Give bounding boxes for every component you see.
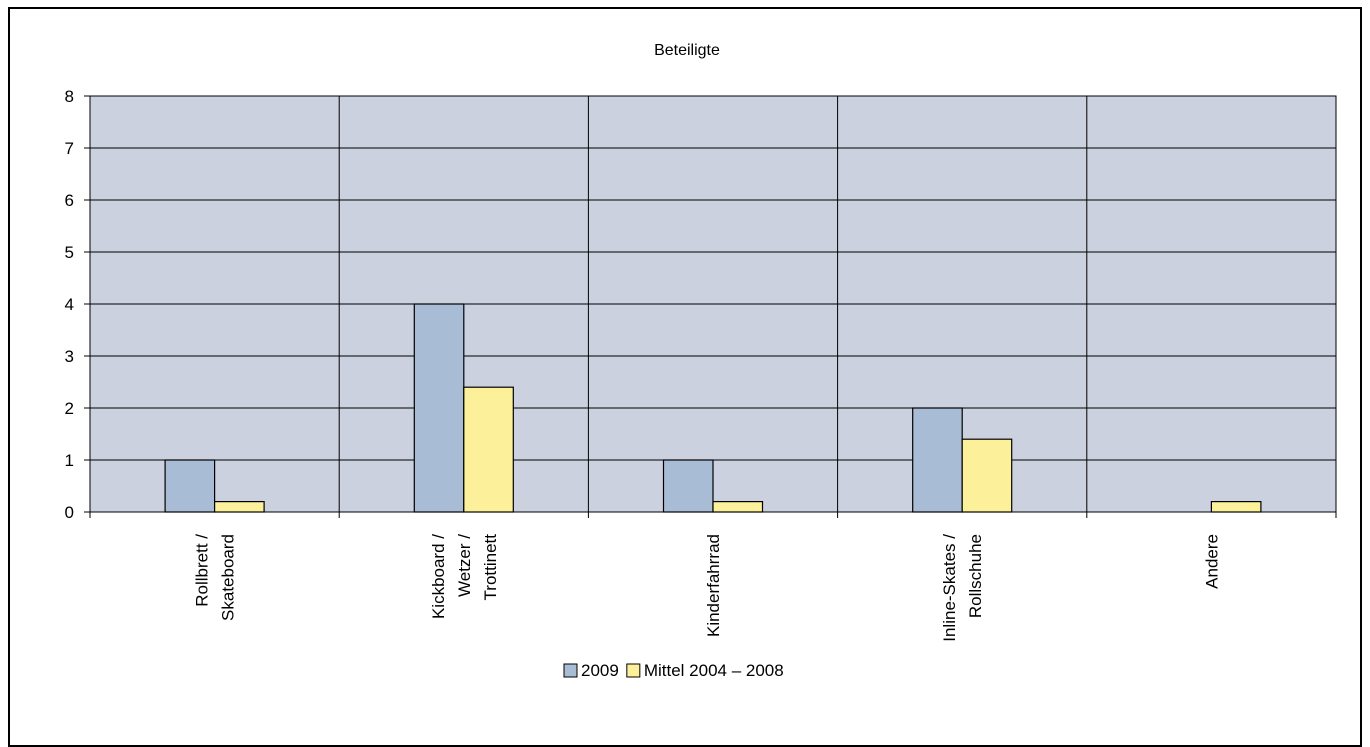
category-label: Andere (1202, 534, 1221, 589)
y-tick-label: 7 (65, 139, 74, 158)
bar-2009 (662, 459, 714, 513)
chart-frame: Beteiligte 0 1 2 3 4 5 6 7 8 Rollbrett / Skateboar… (8, 7, 1362, 747)
bar-mittel-2004-–-2008 (214, 501, 265, 513)
category-label: Trottinett (481, 534, 500, 601)
y-tick-label: 2 (65, 399, 74, 418)
bar-mittel-2004-–-2008 (463, 386, 514, 513)
y-tick-label: 4 (65, 295, 74, 314)
bar-mittel-2004-–-2008 (961, 438, 1013, 513)
bar-mittel-2004-–-2008 (1210, 501, 1262, 513)
legend-label: 2009 (581, 661, 619, 680)
y-tick-label: 0 (65, 503, 74, 522)
bar-chart: Beteiligte 0 1 2 3 4 5 6 7 8 Rollbrett / Skateboar… (65, 42, 1337, 680)
y-tick-label: 3 (65, 347, 74, 366)
category-label: Kinderfahrrad (704, 534, 723, 637)
y-tick-label: 8 (65, 87, 74, 106)
y-tick-label: 6 (65, 191, 74, 210)
legend-label: Mittel 2004 – 2008 (644, 661, 784, 680)
chart-title: Beteiligte (654, 42, 720, 59)
bar-mittel-2004-–-2008 (712, 501, 764, 513)
y-tick-label: 1 (65, 451, 74, 470)
legend-swatch (626, 663, 641, 678)
category-label: Inline-Skates / (940, 534, 959, 642)
category-label: Rollbrett / (193, 534, 212, 607)
bar-2009 (413, 303, 465, 513)
category-label: Kickboard / (429, 534, 448, 619)
bar-2009 (164, 459, 216, 513)
category-label: Wetzer / (455, 534, 474, 597)
category-label: Rollschuhe (966, 534, 985, 618)
legend-swatch (563, 663, 578, 678)
bar-2009 (912, 407, 963, 513)
y-tick-label: 5 (65, 243, 74, 262)
category-label: Skateboard (219, 534, 238, 621)
